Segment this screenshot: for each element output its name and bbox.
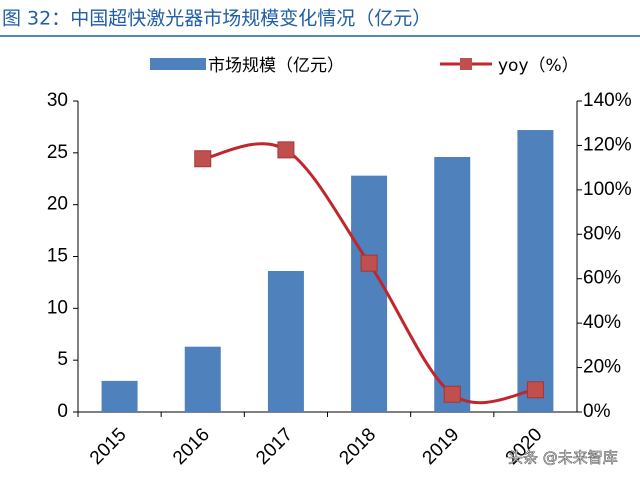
bar [434,156,471,412]
y-tick-label: 30 [47,90,68,111]
bar [267,271,304,412]
chart-title: 图 32：中国超快激光器市场规模变化情况（亿元） [2,8,431,30]
y-tick-label: 25 [47,142,68,163]
line-marker [526,381,544,399]
y2-tick-label: 100% [583,179,632,200]
x-tick-label: 2017 [252,424,297,469]
y2-tick-label: 120% [583,134,632,155]
plot: 0 5 10 15 20 25 30 0% 20% 40% 60% 80% 100% 120% 140% 20… [47,56,632,469]
y2-tick-label: 40% [583,312,621,333]
y-tick-label: 5 [57,349,68,370]
line-marker [277,141,295,159]
x-tick-label: 2019 [419,424,464,469]
y2-tick-label: 60% [583,268,621,289]
legend-marker [460,58,472,70]
x-tick-label: 2015 [86,424,131,469]
legend-swatch [150,58,206,70]
y2-tick-label: 80% [583,223,621,244]
line-marker [443,385,461,403]
y-tick-label: 20 [47,194,68,215]
y2-tick-label: 140% [583,90,632,111]
y2-tick-label: 20% [583,357,621,378]
bar [351,175,388,412]
watermark: 头条 @未来智库 [508,449,618,467]
bar [517,130,554,412]
line-marker [360,254,378,272]
y-tick-label: 10 [47,297,68,318]
y-tick-label: 0 [57,401,68,422]
legend-label: yoy（%） [498,56,579,76]
bar [184,346,221,412]
legend-label: 市场规模（亿元） [208,56,344,76]
y-tick-label: 15 [47,246,68,267]
bar [101,380,138,412]
x-tick-label: 2018 [335,424,380,469]
line-marker [194,150,212,168]
x-tick-label: 2016 [169,424,214,469]
y2-tick-label: 0% [583,401,611,422]
